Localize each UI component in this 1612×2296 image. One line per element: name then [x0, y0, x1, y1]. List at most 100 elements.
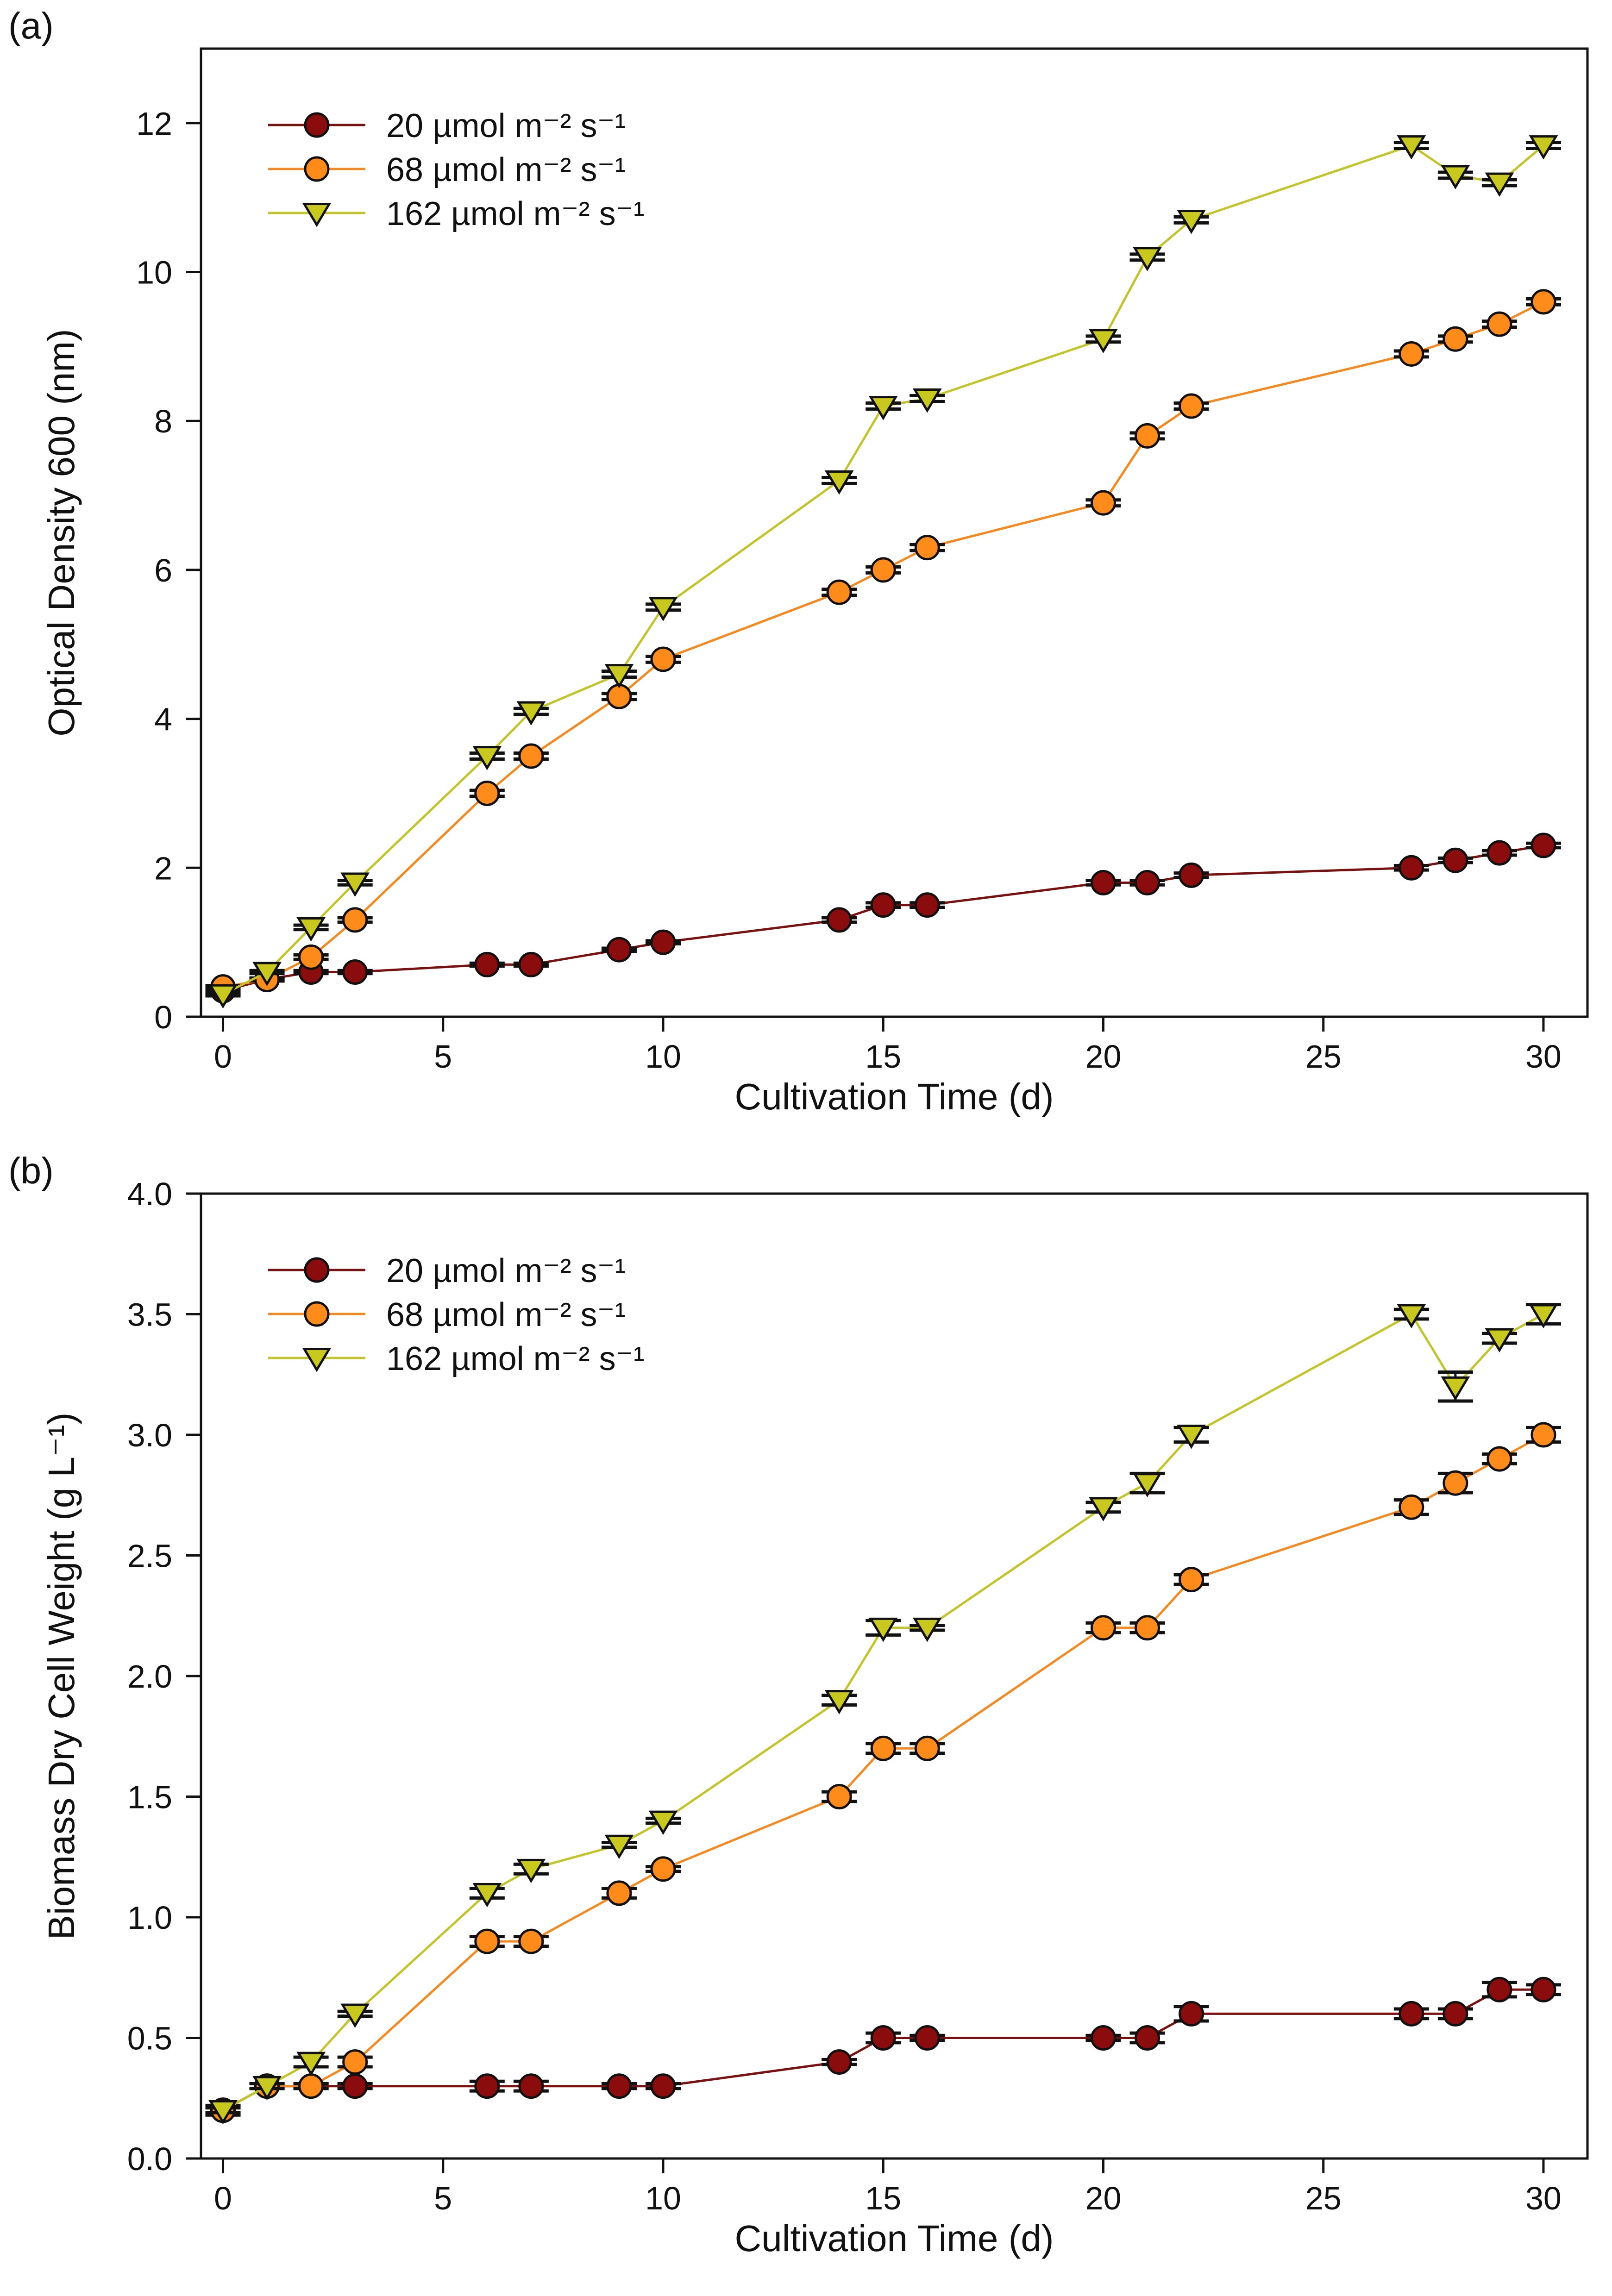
- chart-panel-a: 0 5 10 15 20 25 30 0 2 4 6 8 10 12 Cultivation Time (d…: [8, 5, 1589, 1117]
- data-point: [1133, 247, 1162, 271]
- x-tick-label: 0: [214, 2180, 232, 2216]
- y-tick-label: 12: [136, 106, 172, 142]
- data-point: [1529, 1304, 1558, 1329]
- data-point: [914, 2025, 940, 2051]
- data-point: [516, 701, 546, 726]
- series-line: [222, 1433, 1544, 2111]
- x-tick-label: 15: [865, 1039, 901, 1075]
- data-point: [870, 892, 896, 918]
- data-point: [518, 2073, 544, 2099]
- legend-item: 162 µmol m⁻² s⁻¹: [268, 195, 645, 232]
- data-point: [650, 1856, 676, 1882]
- legend: 20 µmol m⁻² s⁻¹ 68 µmol m⁻² s⁻¹ 162 µmol m…: [268, 107, 645, 232]
- data-point: [298, 944, 324, 970]
- data-point: [342, 2049, 368, 2075]
- data-point: [516, 1858, 546, 1883]
- x-tick-label: 15: [865, 2180, 901, 2216]
- data-point: [1530, 1977, 1556, 2002]
- data-point: [606, 937, 632, 963]
- y-tick-label: 0: [154, 999, 172, 1035]
- y-tick-label: 2.5: [127, 1538, 172, 1574]
- x-tick-label: 20: [1085, 2180, 1122, 2216]
- series-1: [205, 1422, 1561, 2123]
- data-point: [1179, 1567, 1204, 1593]
- data-point: [1089, 329, 1118, 353]
- legend-label: 162 µmol m⁻² s⁻¹: [386, 1340, 645, 1377]
- data-point: [474, 1928, 500, 1954]
- data-point: [1399, 1494, 1424, 1520]
- legend-marker: [302, 203, 332, 227]
- x-tick-label: 20: [1085, 1039, 1122, 1075]
- data-point: [208, 2100, 238, 2125]
- data-point: [912, 388, 942, 413]
- x-tick-label: 30: [1525, 1039, 1562, 1075]
- legend-label: 68 µmol m⁻² s⁻¹: [386, 1296, 626, 1333]
- data-point: [1135, 2025, 1160, 2051]
- data-point: [868, 396, 898, 420]
- y-tick-label: 1.5: [127, 1779, 172, 1815]
- data-point: [1529, 135, 1558, 160]
- data-point: [296, 917, 326, 942]
- data-point: [1443, 847, 1468, 873]
- y-axis-title: Optical Density 600 (nm): [41, 329, 82, 736]
- data-point: [518, 951, 544, 977]
- legend-item: 162 µmol m⁻² s⁻¹: [268, 1340, 645, 1377]
- data-point: [472, 1883, 502, 1908]
- data-point: [340, 872, 370, 897]
- data-point: [606, 683, 632, 709]
- legend-marker: [304, 1301, 330, 1327]
- data-point: [1399, 2001, 1424, 2027]
- legend-marker: [304, 156, 330, 182]
- series-1: [205, 289, 1561, 1000]
- data-point: [868, 1617, 898, 1642]
- data-point: [1487, 840, 1512, 866]
- x-tick-label: 10: [645, 1039, 681, 1075]
- x-tick-label: 25: [1305, 2180, 1342, 2216]
- data-point: [606, 2073, 632, 2099]
- data-point: [1179, 862, 1204, 888]
- data-point: [826, 579, 852, 605]
- data-point: [1090, 2025, 1116, 2051]
- chart-panel-b: 0 5 10 15 20 25 30 0.0 0.5 1.0 1.5 2.0 2.5 3.0 3.5 4.0 C…: [8, 1150, 1589, 2259]
- data-point: [914, 1735, 940, 1761]
- x-tick-label: 5: [434, 2180, 452, 2216]
- legend-label: 162 µmol m⁻² s⁻¹: [386, 195, 645, 232]
- legend: 20 µmol m⁻² s⁻¹ 68 µmol m⁻² s⁻¹ 162 µmol m…: [268, 1252, 645, 1377]
- series-0: [205, 1977, 1561, 2123]
- data-point: [1135, 1615, 1160, 1641]
- y-tick-label: 10: [136, 255, 172, 291]
- data-point: [1443, 326, 1468, 352]
- data-point: [1179, 393, 1204, 419]
- data-point: [648, 1810, 678, 1835]
- data-point: [342, 2073, 368, 2099]
- y-tick-label: 6: [154, 552, 172, 588]
- legend-marker: [304, 112, 330, 138]
- data-point: [1399, 341, 1424, 367]
- series-0: [205, 832, 1561, 1004]
- data-point: [824, 1690, 854, 1714]
- data-point: [1530, 289, 1556, 315]
- data-point: [342, 959, 368, 985]
- data-point: [1090, 1615, 1116, 1641]
- plot-frame: [200, 47, 1589, 1018]
- y-tick-label: 0.5: [127, 2021, 172, 2057]
- x-tick-label: 5: [434, 1039, 452, 1075]
- data-point: [1177, 210, 1206, 234]
- data-point: [474, 2073, 500, 2099]
- data-point: [912, 1617, 942, 1642]
- data-point: [518, 1928, 544, 1954]
- data-point: [1177, 1425, 1206, 1449]
- data-point: [870, 1735, 896, 1761]
- x-tick-label: 0: [214, 1039, 232, 1075]
- data-point: [1530, 832, 1556, 858]
- data-point: [474, 780, 500, 806]
- legend-label: 20 µmol m⁻² s⁻¹: [386, 1252, 626, 1289]
- data-point: [1089, 1497, 1118, 1521]
- x-tick-label: 10: [645, 2180, 681, 2216]
- data-point: [606, 1880, 632, 1906]
- panel-label: (a): [8, 5, 54, 46]
- data-point: [1179, 2001, 1204, 2027]
- y-tick-label: 2.0: [127, 1658, 172, 1695]
- data-point: [650, 2073, 676, 2099]
